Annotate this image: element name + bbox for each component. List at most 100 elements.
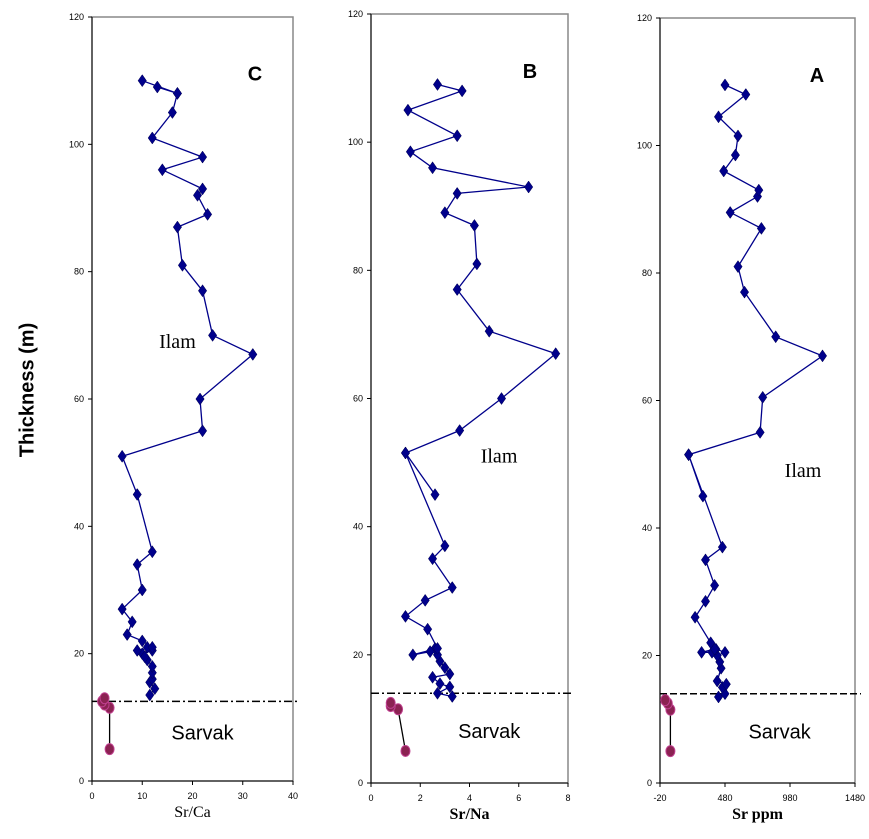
data-point-diamond (147, 545, 157, 559)
data-point-diamond (710, 578, 720, 592)
data-point-diamond (428, 670, 438, 684)
x-tick-label: 10 (137, 791, 147, 801)
data-point-diamond (551, 347, 561, 361)
data-point-diamond (771, 330, 781, 344)
data-point-diamond (430, 488, 440, 502)
formation-label: Sarvak (171, 723, 234, 745)
data-point-diamond (117, 602, 127, 616)
data-point-diamond (457, 84, 467, 98)
data-point-diamond (445, 680, 455, 694)
data-point-diamond (721, 677, 731, 691)
data-point-diamond (469, 219, 479, 232)
data-point-diamond (147, 131, 157, 145)
data-point-diamond (195, 392, 205, 406)
panel-title: A (810, 65, 824, 87)
data-point-diamond (198, 150, 208, 164)
y-tick-label: 0 (358, 778, 363, 788)
data-point-diamond (172, 220, 182, 234)
x-tick-label: 4 (467, 793, 472, 803)
data-point-diamond (432, 641, 442, 655)
data-point-diamond (132, 558, 142, 571)
x-tick-label: 480 (717, 793, 732, 803)
x-tick-label: 40 (288, 791, 298, 801)
formation-label: Ilam (785, 460, 822, 482)
data-point-diamond (428, 552, 438, 566)
data-point-diamond (447, 581, 457, 594)
data-point-diamond (720, 645, 730, 659)
x-axis-title: Sr ppm (732, 806, 784, 823)
plot-frame (659, 17, 856, 784)
data-point-diamond (697, 645, 707, 659)
y-tick-label: 80 (642, 268, 652, 278)
data-point-diamond (733, 260, 743, 274)
data-point-diamond (132, 488, 142, 501)
data-point-diamond (452, 186, 462, 200)
data-point-diamond (684, 448, 694, 462)
data-point-diamond (117, 449, 127, 463)
formation-label: Sarvak (748, 721, 811, 743)
data-point-diamond (452, 283, 462, 296)
data-point-diamond (167, 106, 177, 119)
y-tick-label: 120 (348, 9, 363, 19)
data-point-circle (400, 744, 411, 757)
y-tick-label: 20 (642, 651, 652, 661)
data-point-diamond (405, 145, 415, 159)
data-point-diamond (455, 424, 465, 437)
data-point-diamond (157, 163, 167, 177)
data-point-diamond (706, 636, 716, 650)
series-line (404, 83, 558, 698)
panel-3: 0 20 40 60 80 100 120 -20 480 980 1480 Sr ppm A Ilam S… (637, 13, 865, 823)
x-tick-label: 30 (238, 791, 248, 801)
x-tick-label: 0 (89, 791, 94, 801)
data-point-diamond (524, 180, 534, 194)
panel-title: C (248, 64, 262, 86)
y-tick-label: 80 (353, 265, 363, 275)
data-point-diamond (248, 347, 258, 361)
panel-1: 0 20 40 60 80 100 120 0 10 20 30 40 Sr/Ca C Ilam Sarvak (69, 12, 299, 821)
data-point-diamond (754, 183, 764, 197)
series-line (121, 80, 254, 696)
data-point-diamond (423, 622, 433, 636)
data-point-circle (104, 743, 115, 756)
data-point-diamond (400, 446, 410, 460)
data-point-diamond (758, 390, 768, 404)
y-tick-label: 20 (353, 650, 363, 660)
data-point-diamond (713, 690, 724, 704)
data-point-diamond (700, 594, 711, 608)
data-point-diamond (690, 610, 700, 624)
data-point-diamond (440, 206, 450, 220)
data-point-circle (665, 745, 676, 758)
x-tick-label: 0 (368, 793, 373, 803)
data-point-diamond (400, 609, 410, 623)
data-point-diamond (472, 257, 482, 271)
data-point-diamond (172, 86, 182, 100)
data-point-diamond (447, 690, 457, 703)
data-point-diamond (177, 258, 187, 272)
data-point-diamond (147, 640, 157, 654)
data-point-diamond (756, 221, 766, 235)
data-point-diamond (739, 285, 750, 299)
data-point-diamond (432, 78, 442, 91)
data-point-diamond (203, 207, 213, 221)
data-point-diamond (132, 644, 142, 657)
data-point-diamond (817, 349, 828, 363)
formation-label: Ilam (481, 446, 518, 468)
data-point-diamond (700, 553, 711, 567)
x-axis-title: Sr/Na (450, 806, 490, 823)
x-tick-label: 980 (782, 793, 797, 803)
data-point-circle (660, 694, 671, 707)
y-tick-label: 0 (79, 776, 84, 786)
data-point-diamond (755, 425, 765, 439)
data-point-circle (99, 692, 110, 705)
data-point-diamond (127, 615, 137, 629)
data-point-diamond (440, 539, 450, 553)
data-point-diamond (193, 188, 203, 202)
data-point-diamond (420, 593, 430, 607)
data-point-diamond (198, 424, 208, 438)
data-point-diamond (719, 164, 729, 178)
y-tick-label: 60 (353, 394, 363, 404)
data-point-diamond (145, 688, 155, 702)
data-point-diamond (497, 392, 507, 405)
panel-title: B (523, 61, 537, 83)
data-point-diamond (452, 129, 462, 143)
